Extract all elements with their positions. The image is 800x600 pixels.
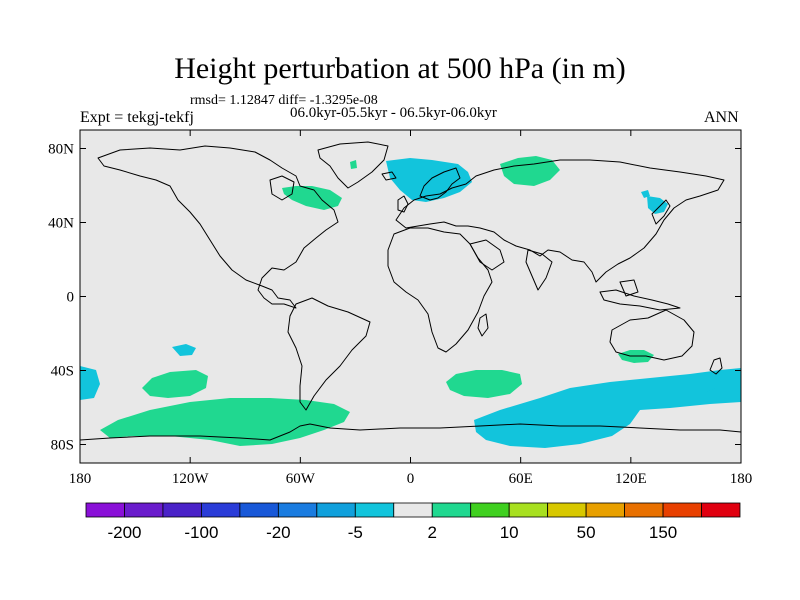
region-dateline-negative — [80, 366, 100, 400]
lat-tick-label: 80S — [51, 438, 74, 454]
coast-arabia — [469, 239, 505, 271]
coast-new-zealand — [709, 357, 723, 375]
colorbar-swatch — [547, 502, 587, 518]
colorbar-swatch — [316, 502, 356, 518]
lon-tick-label: 180 — [730, 471, 753, 487]
region-greenland-positive-small — [350, 160, 357, 169]
colorbar-swatch — [277, 502, 318, 518]
experiment-label: Expt = tekgj-tekfj — [80, 109, 194, 126]
region-antarctic-pacific-positive — [100, 398, 350, 446]
coast-scandinavia — [419, 167, 461, 201]
region-scandinavia-negative — [386, 158, 472, 202]
lat-tick-label: 0 — [67, 290, 75, 306]
colorbar-swatch — [85, 502, 125, 518]
region-japan-negative — [647, 196, 668, 214]
colorbar-label: 50 — [577, 523, 596, 542]
period-label: 06.0kyr-05.5kyr - 06.5kyr-06.0kyr — [290, 105, 497, 121]
coast-antarctica — [79, 423, 742, 441]
coast-japan — [651, 199, 671, 225]
colorbar-swatch — [239, 502, 279, 518]
coastlines — [79, 141, 742, 441]
colorbar: -200 -100 -20 -5 2 10 50 150 — [85, 502, 741, 542]
coast-south-america — [287, 297, 371, 411]
region-southern-ocean-negative — [474, 368, 741, 448]
coast-britain — [397, 195, 409, 213]
colorbar-label: 10 — [500, 523, 519, 542]
coast-iceland — [381, 171, 397, 181]
region-south-pacific-positive — [142, 370, 208, 398]
anomaly-regions — [80, 156, 741, 448]
season-label: ANN — [704, 109, 739, 126]
coast-madagascar — [477, 313, 489, 337]
lon-tick-label: 120E — [615, 471, 647, 487]
latitude-axis: 80N 40N 0 40S 80S — [48, 142, 741, 454]
lon-tick-label: 60E — [509, 471, 533, 487]
colorbar-swatch — [124, 502, 164, 518]
colorbar-swatch — [162, 502, 202, 518]
coast-indonesia — [599, 289, 681, 311]
colorbar-label: -100 — [184, 523, 218, 542]
colorbar-swatch — [701, 502, 741, 518]
colorbar-swatch — [470, 502, 510, 518]
colorbar-label: -5 — [348, 523, 363, 542]
lon-tick-label: 60W — [286, 471, 316, 487]
coast-africa — [387, 227, 493, 353]
colorbar-label: 150 — [649, 523, 677, 542]
region-south-atlantic-positive — [446, 370, 522, 398]
lon-tick-label: 120W — [172, 471, 210, 487]
region-south-pacific-negative — [172, 344, 196, 356]
rmsd-stats: rmsd= 1.12847 diff= -1.3295e-08 — [190, 93, 378, 108]
lon-tick-label: 0 — [407, 471, 415, 487]
region-siberia-positive — [500, 156, 560, 186]
coast-north-america — [97, 145, 339, 309]
colorbar-swatch — [393, 502, 433, 518]
lat-tick-label: 40S — [51, 364, 74, 380]
colorbar-swatch — [431, 502, 472, 518]
coast-greenland — [317, 141, 389, 189]
lon-tick-label: 180 — [69, 471, 92, 487]
colorbar-swatch — [662, 502, 702, 518]
longitude-axis: 180 120W 60W 0 60E 120E 180 — [69, 130, 753, 487]
colorbar-swatch — [624, 502, 664, 518]
colorbar-swatch — [585, 502, 625, 518]
colorbar-swatch — [508, 502, 549, 518]
chart-title: Height perturbation at 500 hPa (in m) — [174, 52, 626, 85]
colorbar-label: -200 — [107, 523, 141, 542]
region-nz-negative — [700, 380, 716, 392]
colorbar-label: -20 — [266, 523, 291, 542]
lat-tick-label: 40N — [48, 216, 74, 232]
colorbar-swatch — [201, 502, 241, 518]
coast-hudson-bay — [269, 175, 295, 201]
coast-eurasia — [395, 159, 725, 283]
colorbar-label: 2 — [428, 523, 437, 542]
coast-india — [525, 249, 553, 291]
coast-australia — [609, 309, 695, 361]
lat-tick-label: 80N — [48, 142, 74, 158]
region-japan-negative-small — [641, 190, 650, 198]
colorbar-swatch — [354, 502, 395, 518]
coast-borneo — [619, 279, 639, 297]
